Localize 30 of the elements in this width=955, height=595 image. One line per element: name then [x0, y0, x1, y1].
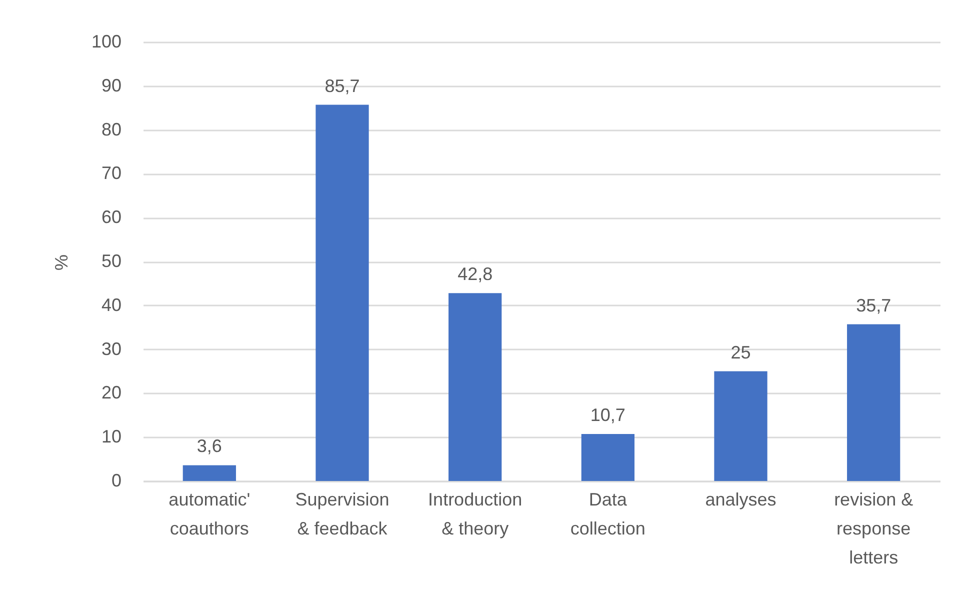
- bar: [847, 324, 900, 481]
- data-label: 10,7: [590, 405, 626, 426]
- y-tick-label: 10: [101, 426, 122, 447]
- x-tick-label: Data collection: [570, 490, 646, 538]
- y-tick-label: 50: [101, 251, 122, 271]
- data-label: 85,7: [324, 76, 360, 96]
- y-tick-label: 70: [101, 163, 122, 184]
- y-tick-label: 100: [91, 32, 122, 52]
- y-tick-label: 40: [101, 294, 122, 315]
- y-tick-label: 20: [101, 382, 122, 403]
- y-tick-label: 90: [101, 75, 122, 96]
- y-tick-label: 60: [101, 207, 122, 228]
- bar: [581, 434, 634, 481]
- data-label: 3,6: [196, 436, 222, 456]
- x-tick-label: automatic' coauthors: [168, 490, 250, 538]
- bar: [316, 104, 369, 481]
- y-axis-title: %: [52, 254, 72, 271]
- data-label: 35,7: [856, 295, 892, 316]
- bar: [448, 293, 502, 481]
- y-tick-label: 0: [111, 470, 122, 490]
- x-tick-label: Introduction & theory: [428, 490, 522, 538]
- x-tick-label: Supervision & feedback: [295, 490, 390, 538]
- y-tick-label: 30: [101, 338, 122, 359]
- y-tick-label: 80: [101, 119, 122, 140]
- bar: [714, 371, 768, 481]
- x-tick-label: analyses: [705, 490, 776, 510]
- data-label: 42,8: [458, 264, 493, 284]
- data-label: 25: [730, 342, 751, 362]
- x-tick-label: revision & response letters: [834, 490, 914, 568]
- bar: [182, 465, 236, 481]
